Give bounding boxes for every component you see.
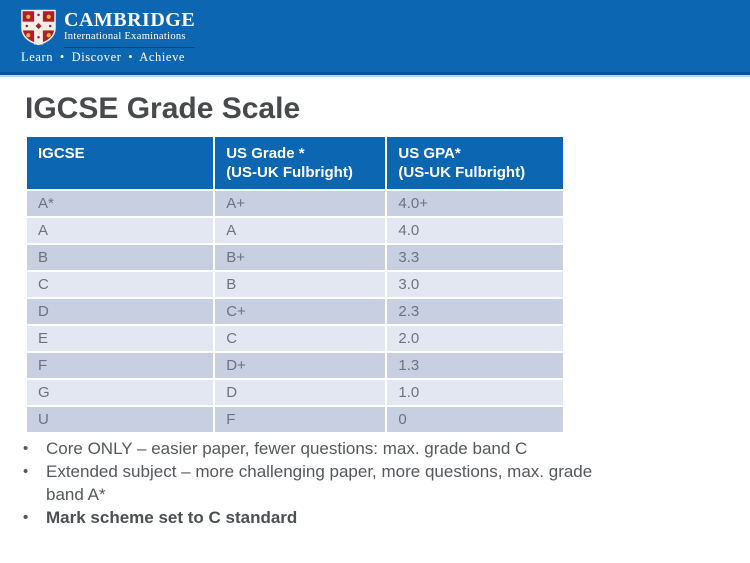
grade-cell: D (27, 299, 214, 324)
grade-cell: C+ (215, 299, 386, 324)
brand-header-bar: CAMBRIDGE International Examinations Lea… (0, 0, 750, 72)
grade-cell: 3.0 (387, 272, 563, 297)
grade-cell: E (27, 326, 214, 351)
grade-cell: F (27, 353, 214, 378)
grade-cell: 2.0 (387, 326, 563, 351)
grade-cell: U (27, 407, 214, 432)
bullet-extended-subject: Extended subject – more challenging pape… (20, 460, 680, 506)
header-divider-light (0, 75, 750, 77)
logo-text-block: CAMBRIDGE International Examinations (64, 9, 196, 48)
grade-cell: 2.3 (387, 299, 563, 324)
grade-cell: A (27, 218, 214, 243)
table-row: C B 3.0 (27, 272, 563, 297)
table-row: E C 2.0 (27, 326, 563, 351)
column-header-igcse: IGCSE (27, 137, 214, 189)
grade-cell: B (215, 272, 386, 297)
bullet-core-only: Core ONLY – easier paper, fewer question… (20, 437, 680, 460)
table-header-row: IGCSE US Grade * (US-UK Fulbright) US GP… (27, 137, 563, 189)
header-divider-dark (0, 72, 750, 75)
column-header-us-grade: US Grade * (US-UK Fulbright) (215, 137, 386, 189)
grade-cell: C (215, 326, 386, 351)
brand-subtitle: International Examinations (64, 31, 186, 42)
bullet-mark-scheme: Mark scheme set to C standard (20, 506, 680, 529)
grade-cell: 0 (387, 407, 563, 432)
grade-cell: F (215, 407, 386, 432)
grade-cell: A+ (215, 191, 386, 216)
table-row: B B+ 3.3 (27, 245, 563, 270)
page-title: IGCSE Grade Scale (25, 92, 301, 125)
grade-cell: 4.0 (387, 218, 563, 243)
grade-cell: 1.0 (387, 380, 563, 405)
column-header-us-gpa: US GPA* (US-UK Fulbright) (387, 137, 563, 189)
table-row: F D+ 1.3 (27, 353, 563, 378)
grade-cell: C (27, 272, 214, 297)
grade-cell: A* (27, 191, 214, 216)
cambridge-shield-icon (21, 9, 56, 46)
grade-cell: 1.3 (387, 353, 563, 378)
table-row: A A 4.0 (27, 218, 563, 243)
grade-cell: G (27, 380, 214, 405)
grade-cell: A (215, 218, 386, 243)
grade-cell: 4.0+ (387, 191, 563, 216)
brand-tagline: Learn • Discover • Achieve (21, 50, 186, 64)
table-row: G D 1.0 (27, 380, 563, 405)
table-row: D C+ 2.3 (27, 299, 563, 324)
grade-cell: 3.3 (387, 245, 563, 270)
grade-cell: D (215, 380, 386, 405)
cambridge-logo: CAMBRIDGE International Examinations (20, 9, 196, 48)
table-row: A* A+ 4.0+ (27, 191, 563, 216)
grade-cell: B (27, 245, 214, 270)
brand-name: CAMBRIDGE (64, 9, 196, 31)
grade-scale-table: IGCSE US Grade * (US-UK Fulbright) US GP… (25, 135, 565, 434)
grade-cell: D+ (215, 353, 386, 378)
notes-bullet-list: Core ONLY – easier paper, fewer question… (20, 437, 680, 529)
grade-cell: B+ (215, 245, 386, 270)
